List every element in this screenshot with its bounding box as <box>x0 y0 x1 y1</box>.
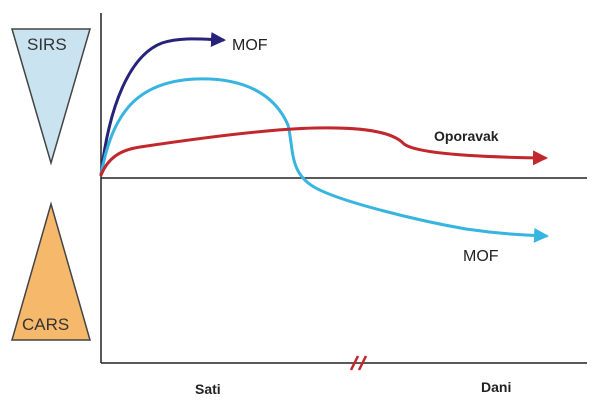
sirs-label: SIRS <box>27 36 67 53</box>
mof-early-label: MOF <box>232 38 268 54</box>
cars-label: CARS <box>22 316 69 333</box>
x-axis-label-days: Dani <box>481 380 511 394</box>
x-axis-label-hours: Sati <box>195 382 221 396</box>
mof-late-label: MOF <box>463 249 499 265</box>
recovery-label: Oporavak <box>434 129 499 143</box>
